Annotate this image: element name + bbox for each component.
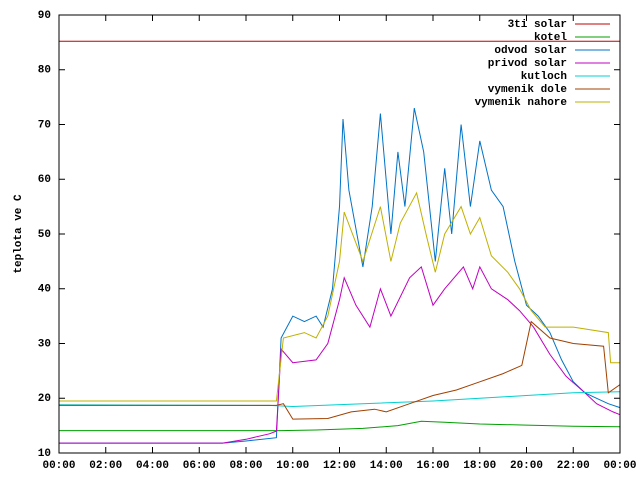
plot-frame — [58, 14, 621, 454]
series-line — [59, 191, 620, 402]
y-tick-label: 50 — [38, 229, 51, 241]
series-line — [59, 265, 621, 444]
x-tick-label: 08:00 — [229, 460, 262, 472]
legend-label: kotel — [534, 32, 567, 44]
legend-label: 3ti solar — [508, 19, 567, 31]
x-tick-label: 02:00 — [89, 460, 122, 472]
x-tick-label: 10:00 — [276, 460, 309, 472]
x-tick-label: 00:00 — [42, 460, 75, 472]
series-line — [58, 391, 621, 408]
x-tick-label: 04:00 — [136, 460, 169, 472]
y-tick-label: 20 — [38, 393, 51, 405]
series-line — [59, 420, 621, 432]
y-tick-label: 10 — [38, 448, 51, 460]
y-axis-label: teplota ve C — [13, 194, 25, 274]
series-line — [59, 107, 621, 444]
x-tick-label: 22:00 — [557, 460, 590, 472]
x-tick-label: 06:00 — [183, 460, 216, 472]
series-line — [59, 320, 621, 420]
y-tick-label: 40 — [38, 284, 51, 296]
x-tick-label: 14:00 — [370, 460, 403, 472]
x-tick-label: 18:00 — [463, 460, 496, 472]
y-tick-label: 70 — [38, 119, 51, 131]
y-tick-label: 60 — [38, 174, 51, 186]
legend-label: privod solar — [488, 58, 567, 70]
x-tick-label: 12:00 — [323, 460, 356, 472]
x-tick-label: 00:00 — [603, 460, 636, 472]
x-tick-label: 16:00 — [416, 460, 449, 472]
legend-label: vymenik dole — [488, 84, 568, 96]
y-tick-label: 80 — [38, 65, 51, 77]
legend-label: kutloch — [521, 71, 567, 83]
legend-label: vymenik nahore — [475, 97, 568, 109]
x-tick-label: 20:00 — [510, 460, 543, 472]
y-tick-label: 90 — [38, 10, 51, 22]
legend-label: odvod solar — [494, 45, 567, 57]
y-tick-label: 30 — [38, 338, 51, 350]
